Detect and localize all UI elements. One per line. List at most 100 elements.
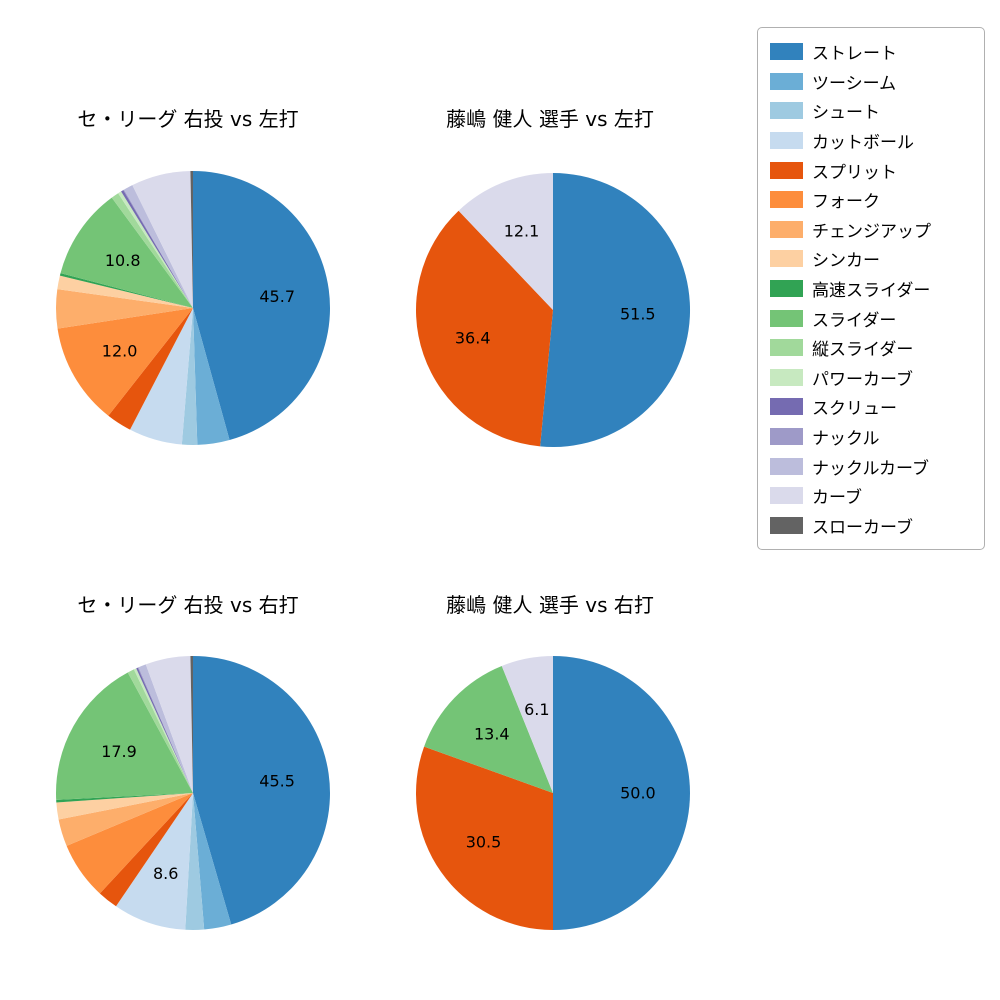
pie-value-label-straight: 50.0 xyxy=(620,784,656,803)
pie-slice-straight xyxy=(553,656,690,930)
pie-slice-split xyxy=(108,308,193,430)
pie-slice-knuckle-curve xyxy=(124,185,193,308)
pie-slice-fork xyxy=(66,793,193,894)
pie-slice-power-curve xyxy=(118,191,193,308)
pie-slice-slider xyxy=(55,672,193,800)
legend-label-changeup: チェンジアップ xyxy=(812,221,931,242)
legend-item-split: スプリット xyxy=(770,155,972,185)
chart-title-player-vs-right-batter: 藤嶋 健人 選手 vs 右打 xyxy=(446,593,654,617)
legend-item-fast-slider: 高速スライダー xyxy=(770,274,972,304)
pie-slice-knuckle xyxy=(137,667,193,793)
pie-chart-player-vs-left-batter: 51.5 36.4 12.1 xyxy=(415,173,691,447)
legend-label-split: スプリット xyxy=(812,162,897,183)
legend-swatch-screw xyxy=(770,398,803,416)
legend-swatch-slow-curve xyxy=(770,516,803,534)
pie-value-label-fork: 12.0 xyxy=(102,341,138,360)
legend-swatch-straight xyxy=(770,43,803,61)
legend-swatch-changeup xyxy=(770,220,803,238)
pie-slice-slider xyxy=(60,197,193,308)
pie-slice-screw xyxy=(121,190,193,308)
pie-slice-changeup xyxy=(58,793,194,846)
legend-swatch-fast-slider xyxy=(770,280,803,298)
pie-slice-slider xyxy=(424,665,553,793)
legend-swatch-slider xyxy=(770,309,803,327)
legend-label-sinker: シンカー xyxy=(812,251,880,272)
pie-slice-straight xyxy=(540,173,691,447)
legend-label-slider: スライダー xyxy=(812,310,897,331)
legend-label-knuckle: ナックル xyxy=(812,429,880,450)
pie-value-label-curve: 12.1 xyxy=(504,222,540,241)
pie-slice-shuuto xyxy=(181,308,198,445)
pie-value-label-curve: 6.1 xyxy=(524,700,549,719)
chart-title-league-vs-right-batter: セ・リーグ 右投 vs 右打 xyxy=(77,593,299,617)
legend-label-straight: ストレート xyxy=(812,44,897,65)
pie-slice-screw xyxy=(136,667,193,793)
pie-slice-curve xyxy=(132,171,193,308)
pie-slice-straight xyxy=(193,171,331,441)
legend-label-screw: スクリュー xyxy=(812,399,897,420)
pie-chart-league-vs-left-batter: 45.7 12.0 10.8 xyxy=(55,170,331,445)
legend-item-knuckle: ナックル xyxy=(770,422,972,452)
pie-slice-slow-curve xyxy=(190,655,193,793)
legend-item-fork: フォーク xyxy=(770,185,972,215)
legend-item-vertical-slider: 縦スライダー xyxy=(770,333,972,363)
legend-swatch-knuckle-curve xyxy=(770,457,803,475)
legend-label-fast-slider: 高速スライダー xyxy=(812,281,931,302)
pie-value-label-straight: 45.5 xyxy=(259,772,295,791)
pie-slice-fork xyxy=(57,308,193,416)
legend-label-curve: カーブ xyxy=(812,488,862,509)
legend-item-straight: ストレート xyxy=(770,37,972,67)
pie-value-label-slider: 13.4 xyxy=(474,725,510,744)
pitch-type-legend: ストレートツーシームシュート カットボールスプリットフォークチェンジアップ シンカー… xyxy=(757,27,985,551)
pie-slice-split xyxy=(99,793,193,907)
legend-label-knuckle-curve: ナックルカーブ xyxy=(812,458,929,479)
pie-slice-sinker xyxy=(57,275,194,308)
pie-slice-power-curve xyxy=(133,668,193,793)
legend-item-cut-ball: カットボール xyxy=(770,126,972,156)
legend-label-shuuto: シュート xyxy=(812,103,880,124)
legend-swatch-fork xyxy=(770,191,803,209)
pie-slice-two-seam xyxy=(193,308,230,445)
pie-slice-cut-ball xyxy=(130,308,193,445)
pie-slice-curve xyxy=(458,173,553,310)
legend-item-sinker: シンカー xyxy=(770,244,972,274)
legend-label-fork: フォーク xyxy=(812,192,880,213)
pie-value-label-straight: 45.7 xyxy=(259,287,295,306)
pie-slice-slow-curve xyxy=(190,170,193,308)
legend-item-slider: スライダー xyxy=(770,303,972,333)
pie-slice-curve xyxy=(145,656,193,793)
legend-item-two-seam: ツーシーム xyxy=(770,67,972,97)
legend-label-two-seam: ツーシーム xyxy=(812,73,897,94)
legend-swatch-sinker xyxy=(770,250,803,268)
legend-label-slow-curve: スローカーブ xyxy=(812,517,913,538)
legend-swatch-vertical-slider xyxy=(770,339,803,357)
pie-value-label-split: 30.5 xyxy=(466,832,502,851)
pie-slice-knuckle xyxy=(123,189,193,308)
pie-slice-fast-slider xyxy=(59,273,193,308)
legend-swatch-shuuto xyxy=(770,102,803,120)
pie-value-label-straight: 51.5 xyxy=(620,305,656,324)
legend-swatch-power-curve xyxy=(770,368,803,386)
legend-item-power-curve: パワーカーブ xyxy=(770,363,972,393)
chart-title-league-vs-left-batter: セ・リーグ 右投 vs 左打 xyxy=(77,107,299,131)
pie-slice-vertical-slider xyxy=(111,193,193,308)
legend-swatch-cut-ball xyxy=(770,132,803,150)
legend-swatch-split xyxy=(770,161,803,179)
pie-value-label-split: 36.4 xyxy=(455,328,491,347)
pie-slice-vertical-slider xyxy=(127,669,193,793)
legend-item-slow-curve: スローカーブ xyxy=(770,511,972,541)
pie-slice-curve xyxy=(501,656,553,793)
legend-swatch-curve xyxy=(770,487,803,505)
legend-item-screw: スクリュー xyxy=(770,392,972,422)
legend-item-shuuto: シュート xyxy=(770,96,972,126)
pie-slice-knuckle-curve xyxy=(138,664,193,793)
legend-item-knuckle-curve: ナックルカーブ xyxy=(770,451,972,481)
pie-slice-straight xyxy=(193,656,330,925)
chart-title-player-vs-left-batter: 藤嶋 健人 選手 vs 左打 xyxy=(446,107,654,131)
legend-label-vertical-slider: 縦スライダー xyxy=(812,340,914,361)
legend-item-changeup: チェンジアップ xyxy=(770,215,972,245)
pie-chart-player-vs-right-batter: 50.0 30.5 13.4 6.1 xyxy=(415,656,690,930)
pie-slice-split xyxy=(415,746,553,930)
pie-value-label-cut-ball: 8.6 xyxy=(153,864,178,883)
pie-value-label-slider: 17.9 xyxy=(101,742,137,761)
